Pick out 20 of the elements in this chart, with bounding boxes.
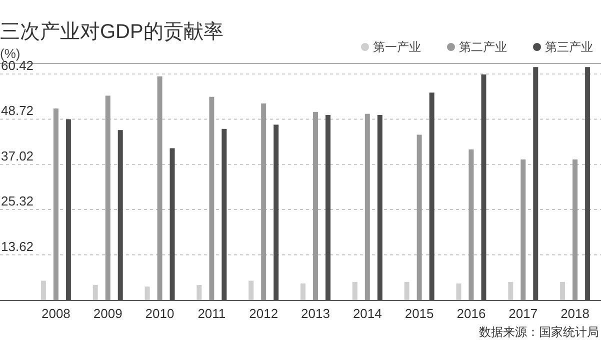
x-tick-label: 2015: [404, 306, 434, 321]
legend-label: 第二产业: [459, 40, 507, 54]
legend-label: 第三产业: [545, 40, 593, 54]
legend-label: 第一产业: [373, 40, 421, 54]
x-tick-label: 2017: [508, 306, 538, 321]
source-note: 数据来源：国家统计局: [479, 325, 599, 339]
x-tick-label: 2012: [249, 306, 278, 321]
chart-title: 三次产业对GDP的贡献率: [0, 21, 224, 43]
x-tick-label: 2014: [352, 306, 382, 321]
y-tick-label: 13.62: [1, 238, 34, 254]
x-tick-label: 2016: [456, 306, 486, 321]
x-tick-label: 2013: [301, 306, 330, 321]
x-tick-label: 2010: [145, 306, 174, 321]
y-tick-label: 48.72: [1, 103, 34, 118]
x-tick-label: 2008: [41, 306, 70, 321]
x-tick-label: 2018: [560, 306, 590, 321]
y-tick-label: 37.02: [1, 148, 34, 164]
x-tick-label: 2011: [198, 306, 226, 321]
y-tick-label: 25.32: [1, 194, 34, 209]
x-tick-label: 2009: [93, 306, 122, 321]
